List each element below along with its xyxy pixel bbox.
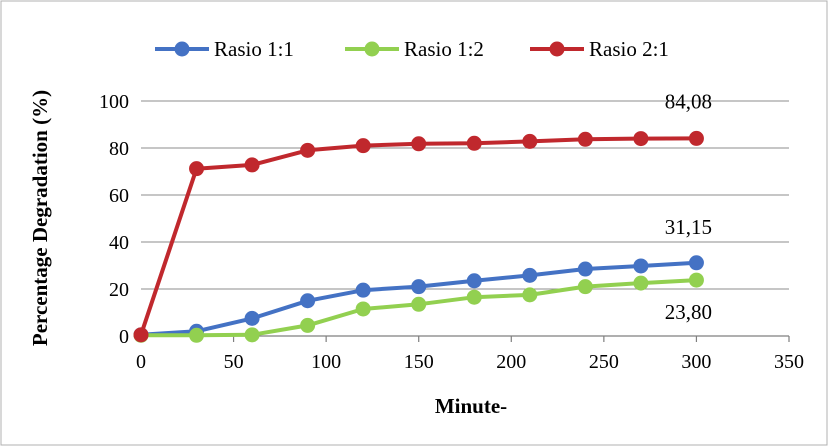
data-point: [189, 161, 205, 177]
gridlines: [141, 100, 789, 290]
y-tick-label: 40: [109, 232, 129, 254]
legend-swatch-marker: [549, 41, 565, 57]
axes: 0 20 40 60 80 100 0 50 100 150 200 250 300 350: [99, 91, 804, 373]
legend-entry-label: Rasio 1:2: [404, 37, 484, 61]
data-point: [688, 255, 704, 271]
x-tick-label: 100: [311, 351, 341, 373]
data-point: [633, 275, 649, 291]
data-labels: 31,15 23,80 84,08: [665, 89, 712, 324]
x-tick-label: 350: [774, 351, 804, 373]
data-point: [355, 138, 371, 154]
x-tick-label: 150: [404, 351, 434, 373]
legend-entry-label: Rasio 2:1: [589, 37, 669, 61]
x-tick-label: 200: [496, 351, 526, 373]
series-lines: [133, 130, 704, 343]
legend-swatch-marker: [174, 41, 190, 57]
data-point: [411, 279, 427, 295]
x-tick-label: 250: [589, 351, 619, 373]
data-point: [355, 301, 371, 317]
data-point: [466, 135, 482, 151]
data-point: [300, 317, 316, 333]
data-point: [577, 279, 593, 295]
y-tick-label: 20: [109, 279, 129, 301]
data-label: 31,15: [665, 215, 712, 239]
data-point: [244, 327, 260, 343]
x-tick-label: 50: [224, 351, 244, 373]
y-axis-title: Percentage Degradation (%): [28, 90, 52, 346]
data-point: [466, 289, 482, 305]
data-point: [300, 142, 316, 158]
data-point: [244, 310, 260, 326]
data-point: [577, 261, 593, 277]
data-point: [633, 131, 649, 147]
y-tick-label: 60: [109, 185, 129, 207]
legend-entry-label: Rasio 1:1: [214, 37, 294, 61]
legend-swatch-marker: [364, 41, 380, 57]
data-point: [189, 327, 205, 343]
legend: Rasio 1:1 Rasio 1:2 Rasio 2:1: [155, 37, 669, 61]
data-point: [688, 130, 704, 146]
data-point: [522, 267, 538, 283]
y-tick-label: 0: [119, 326, 129, 348]
data-point: [411, 296, 427, 312]
data-point: [688, 272, 704, 288]
data-label: 84,08: [665, 89, 712, 113]
y-tick-label: 100: [99, 91, 129, 113]
x-tick-label: 0: [136, 351, 146, 373]
data-point: [522, 133, 538, 149]
data-point: [522, 287, 538, 303]
data-point: [577, 131, 593, 147]
data-point: [466, 273, 482, 289]
data-point: [633, 258, 649, 274]
data-point: [411, 136, 427, 152]
data-point: [244, 157, 260, 173]
data-point: [355, 282, 371, 298]
data-point: [300, 293, 316, 309]
x-axis-title: Minute-: [435, 394, 507, 418]
data-point: [133, 327, 149, 343]
y-tick-label: 80: [109, 138, 129, 160]
x-tick-label: 300: [681, 351, 711, 373]
data-label: 23,80: [665, 300, 712, 324]
